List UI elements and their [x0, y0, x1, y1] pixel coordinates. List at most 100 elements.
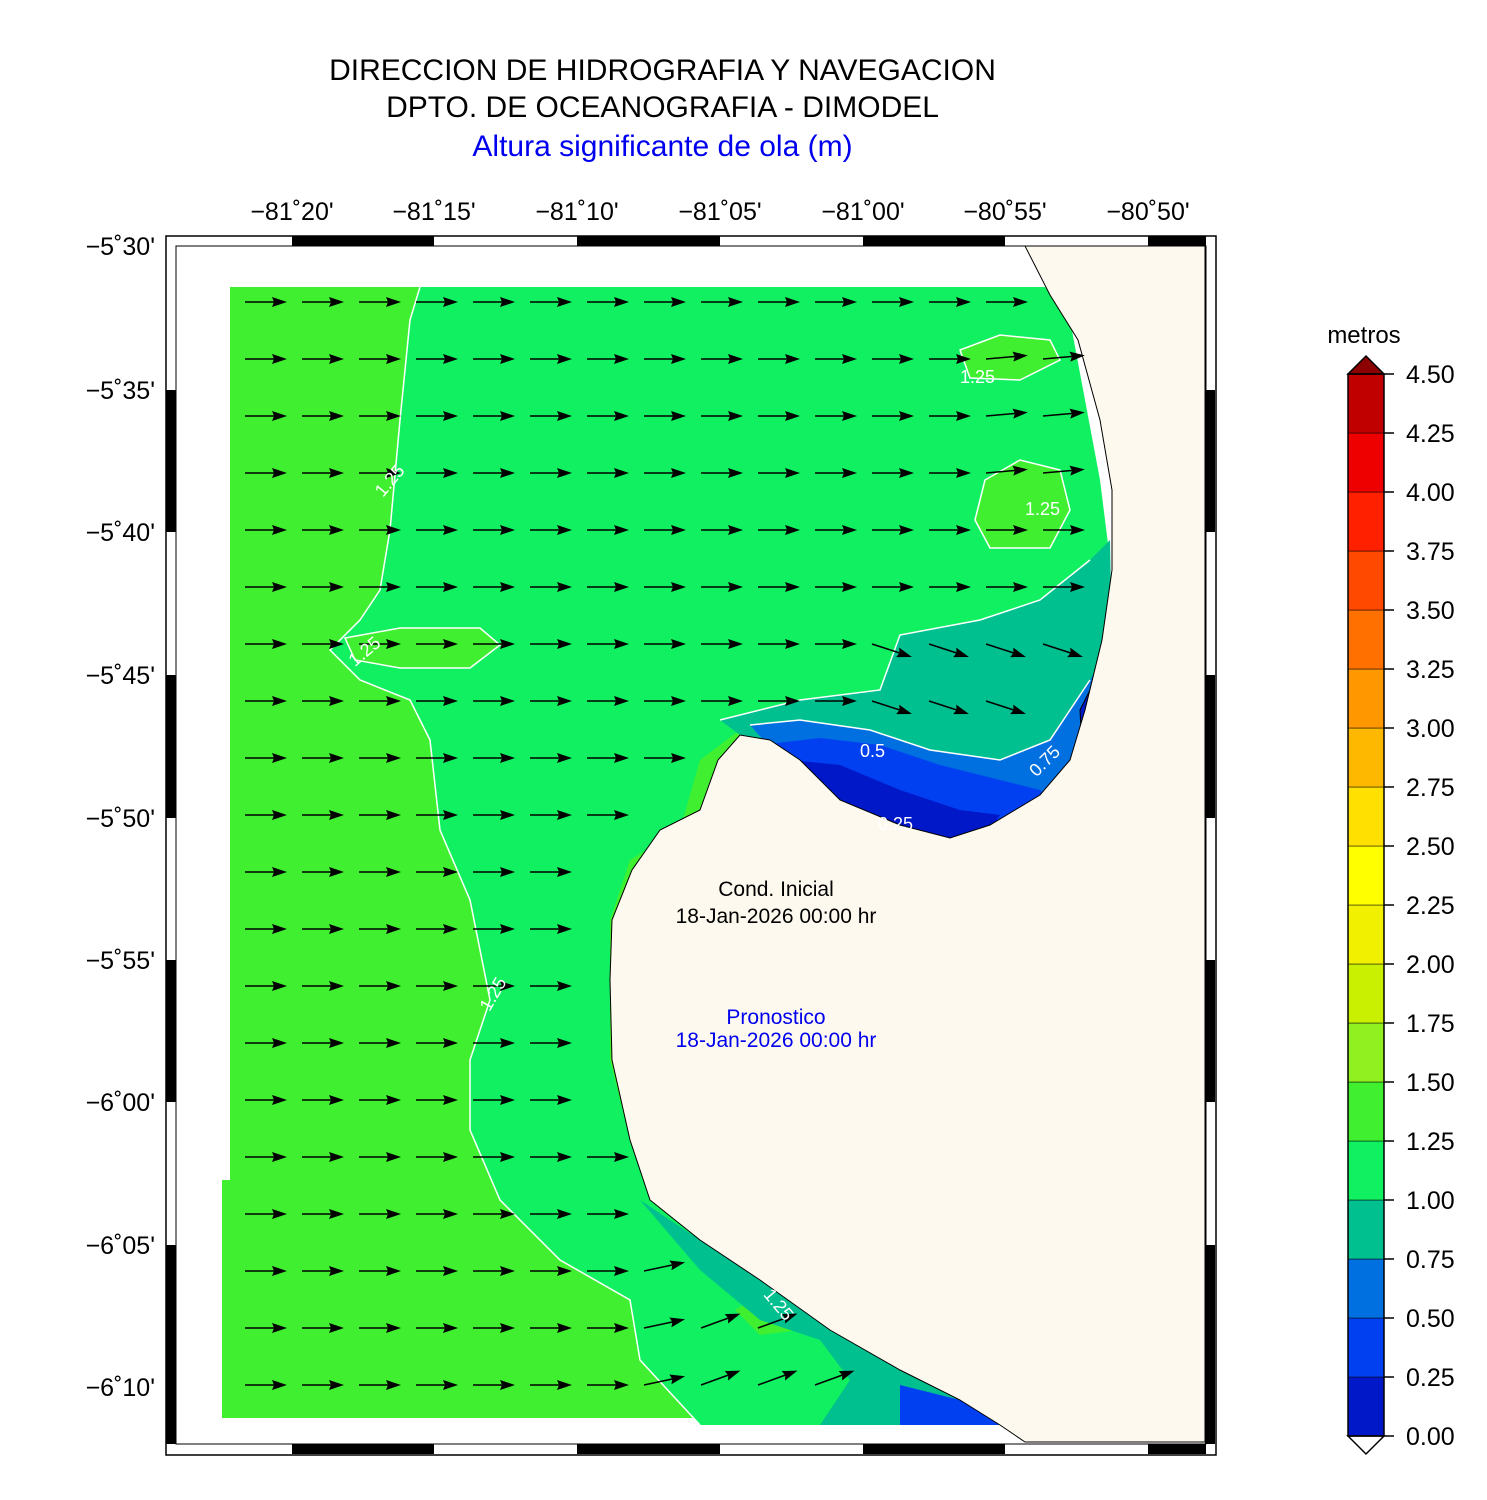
wave-arrow [359, 696, 401, 706]
wave-arrow [701, 525, 743, 535]
initial-condition-label: Cond. Inicial [718, 878, 834, 901]
wave-arrow [359, 1380, 401, 1390]
wave-arrow [757, 1370, 798, 1386]
wave-arrow [587, 1152, 629, 1162]
wave-arrow [245, 468, 287, 478]
wave-arrow [473, 810, 515, 820]
wave-direction-arrows [245, 297, 1085, 1390]
wave-arrow [700, 1313, 741, 1329]
wave-arrow [302, 411, 344, 421]
wave-arrow [815, 297, 857, 307]
wave-arrow [587, 525, 629, 535]
wave-arrow [758, 639, 800, 649]
colorbar-swatch [1347, 845, 1385, 906]
sea-band-0-00 [790, 760, 1000, 840]
frame-segment [1148, 236, 1206, 246]
wave-arrow [985, 408, 1028, 419]
lon-tick-label: −81˚05' [678, 198, 761, 226]
wave-arrow [302, 867, 344, 877]
wave-arrow [587, 411, 629, 421]
title-line-3: Altura significante de ola (m) [472, 130, 853, 163]
wave-arrow [359, 810, 401, 820]
lat-tick-label: −5˚50' [86, 805, 155, 833]
wave-arrow [359, 867, 401, 877]
frame-segment [166, 1245, 176, 1387]
wave-arrow [815, 354, 857, 364]
lat-tick-label: −6˚00' [86, 1089, 155, 1117]
wave-arrow [245, 867, 287, 877]
wave-arrow [530, 525, 572, 535]
colorbar-swatch [1347, 963, 1385, 1024]
wave-arrow [587, 1266, 629, 1276]
colorbar-tick-label: 3.50 [1406, 597, 1455, 625]
wave-arrow [872, 582, 914, 592]
colorbar-swatch [1347, 1376, 1385, 1437]
frame-segment [577, 236, 720, 246]
wave-arrow [473, 525, 515, 535]
forecast-label: Pronostico [726, 1006, 825, 1029]
colorbar-tick-label: 2.75 [1406, 774, 1455, 802]
colorbar: metros 0.00 0.25 0.50 0.75 1.00 1.25 1.50 1.75 2… [1327, 322, 1455, 1456]
wave-arrow [701, 468, 743, 478]
wave-arrow [245, 411, 287, 421]
wave-arrow [245, 696, 287, 706]
wave-arrow [1042, 408, 1085, 419]
wave-arrow [644, 411, 686, 421]
lon-tick-label: −81˚10' [535, 198, 618, 226]
wave-arrow [302, 1038, 344, 1048]
wave-arrow [245, 981, 287, 991]
wave-arrow [701, 411, 743, 421]
lon-tick-label: −81˚00' [821, 198, 904, 226]
wave-arrow [644, 297, 686, 307]
title-line-1: DIRECCION DE HIDROGRAFIA Y NAVEGACION [329, 54, 996, 87]
wave-arrow [473, 1380, 515, 1390]
wave-arrow [416, 582, 458, 592]
wave-arrow [701, 297, 743, 307]
wave-arrow [416, 696, 458, 706]
wave-arrow [1043, 582, 1085, 592]
lat-tick-label: −5˚30' [86, 233, 155, 261]
wave-arrow [587, 297, 629, 307]
lat-tick-label: −6˚10' [86, 1374, 155, 1402]
frame-segment [1205, 675, 1215, 818]
wave-arrow [587, 810, 629, 820]
title-line-2: DPTO. DE OCEANOGRAFIA - DIMODEL [386, 91, 939, 124]
wave-arrow [302, 1209, 344, 1219]
wave-arrow [530, 468, 572, 478]
colorbar-swatch [1347, 373, 1385, 434]
wave-arrow [416, 411, 458, 421]
wave-arrow [643, 1317, 686, 1329]
lat-tick-label: −5˚40' [86, 519, 155, 547]
frame-segment [1205, 390, 1215, 532]
colorbar-swatch [1347, 786, 1385, 847]
forecast-time: 18-Jan-2026 00:00 hr [676, 1029, 877, 1052]
wave-arrow [815, 411, 857, 421]
wave-arrow [587, 639, 629, 649]
wave-arrow [473, 411, 515, 421]
wave-arrow [473, 696, 515, 706]
wave-arrow [815, 468, 857, 478]
wave-arrow [302, 981, 344, 991]
wave-arrow [473, 354, 515, 364]
wave-arrow [815, 696, 857, 706]
wave-arrow [416, 639, 458, 649]
contour-label: 1.25 [960, 367, 995, 387]
wave-arrow [302, 525, 344, 535]
wave-arrow [359, 1209, 401, 1219]
wave-arrow [302, 1323, 344, 1333]
contour-label: 1.25 [1025, 499, 1060, 519]
wave-arrow [871, 700, 912, 715]
wave-arrow [359, 468, 401, 478]
wave-arrow [530, 924, 572, 934]
wave-arrow [758, 411, 800, 421]
wave-arrow [871, 643, 912, 658]
frame-segment [166, 390, 176, 532]
colorbar-over-triangle [1346, 354, 1386, 375]
wave-arrow [985, 351, 1028, 362]
frame-segment [292, 1444, 434, 1454]
wave-arrow [757, 1313, 798, 1329]
wave-arrow [758, 468, 800, 478]
wave-arrow [986, 297, 1028, 307]
wave-arrow [872, 525, 914, 535]
